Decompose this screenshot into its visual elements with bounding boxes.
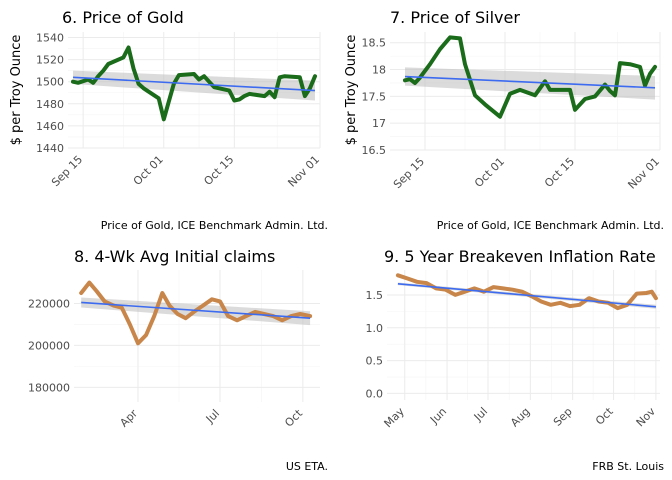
y-tick-label: 200000 <box>28 339 70 352</box>
x-tick-label: Oct 15 <box>201 153 236 188</box>
chart-caption-claims: US ETA. <box>286 460 328 473</box>
chart-panel-gold: 6. Price of Gold $ per Troy Ounce 144014… <box>9 8 328 232</box>
x-tick-label: Sep 15 <box>49 153 85 189</box>
x-tick-label: Oct <box>282 406 305 429</box>
y-tick-label: 1480 <box>36 98 64 111</box>
y-tick-label: 0.0 <box>366 387 384 400</box>
plot-area-silver: 16.5 17 17.5 18 18.5 Sep 15 Oct 01 Oct 15 Nov 01 <box>362 32 662 192</box>
y-tick-label: 17.5 <box>362 90 387 103</box>
x-tick-label: Jul <box>203 407 222 426</box>
x-tick-label: Nov 01 <box>625 155 662 192</box>
chart-title-gold: 6. Price of Gold <box>62 8 184 27</box>
chart-title-silver: 7. Price of Silver <box>390 8 520 27</box>
x-tick-label: Nov <box>634 405 659 430</box>
x-tick-label: Oct <box>593 404 616 427</box>
plot-area-gold: 1440 1460 1480 1500 1520 1540 Sep 15 Oct 01 Oct … <box>36 32 322 190</box>
y-tick-label: 1520 <box>36 54 64 67</box>
chart-panel-breakeven: 9. 5 Year Breakeven Inflation Rate 0.00.… <box>366 247 665 473</box>
y-tick-label: 1500 <box>36 76 64 89</box>
chart-caption-gold: Price of Gold, ICE Benchmark Admin. Ltd. <box>101 219 328 232</box>
x-tick-label: Sep <box>551 405 575 429</box>
chart-title-breakeven: 9. 5 Year Breakeven Inflation Rate <box>384 247 656 266</box>
y-tick-label: 1440 <box>36 142 64 155</box>
trend-line <box>397 282 656 308</box>
chart-caption-breakeven: FRB St. Louis <box>592 460 664 473</box>
x-tick-label: Sep 15 <box>391 155 427 191</box>
x-tick-label: Aug <box>508 405 532 429</box>
y-tick-label: 180000 <box>28 381 70 394</box>
chart-panel-claims: 8. 4-Wk Avg Initial claims 180000 200000 2… <box>28 247 328 473</box>
y-tick-label: 1540 <box>36 32 64 45</box>
plot-area-breakeven: 0.0 0.5 1.0 1.5 May Jun Jul Aug Sep Oct Nov <box>366 270 660 431</box>
y-tick-label: 16.5 <box>362 144 387 157</box>
chart-panel-silver: 7. Price of Silver $ per Troy Ounce 16.5… <box>344 8 664 232</box>
trend-line <box>404 75 656 89</box>
x-tick-label: May <box>382 405 408 431</box>
y-tick-label: 0.5 <box>366 355 384 368</box>
plot-area-claims: 180000 200000 220000 Apr Jul Oct <box>28 270 320 430</box>
x-tick-label: Oct 01 <box>131 153 166 188</box>
x-tick-label: Jun <box>427 405 449 427</box>
x-tick-label: Apr <box>117 407 140 430</box>
y-tick-label: 1.0 <box>366 322 384 335</box>
x-tick-label: Jul <box>471 405 490 424</box>
x-tick-label: Oct 15 <box>542 155 577 190</box>
y-tick-label: 220000 <box>28 298 70 311</box>
series-line <box>71 45 317 122</box>
y-axis-label-silver: $ per Troy Ounce <box>344 35 359 146</box>
chart-caption-silver: Price of Gold, ICE Benchmark Admin. Ltd. <box>437 219 664 232</box>
trend-line <box>72 76 316 92</box>
y-tick-label: 17 <box>372 117 386 130</box>
x-tick-label: Nov 01 <box>285 153 322 190</box>
y-tick-label: 18 <box>372 64 386 77</box>
y-tick-label: 1460 <box>36 120 64 133</box>
y-tick-label: 18.5 <box>362 37 387 50</box>
y-tick-label: 1.5 <box>366 289 384 302</box>
y-axis-label-gold: $ per Troy Ounce <box>9 35 24 146</box>
x-tick-label: Oct 01 <box>472 155 507 190</box>
chart-title-claims: 8. 4-Wk Avg Initial claims <box>74 247 275 266</box>
series-line <box>403 35 657 119</box>
trend-line <box>81 301 311 319</box>
